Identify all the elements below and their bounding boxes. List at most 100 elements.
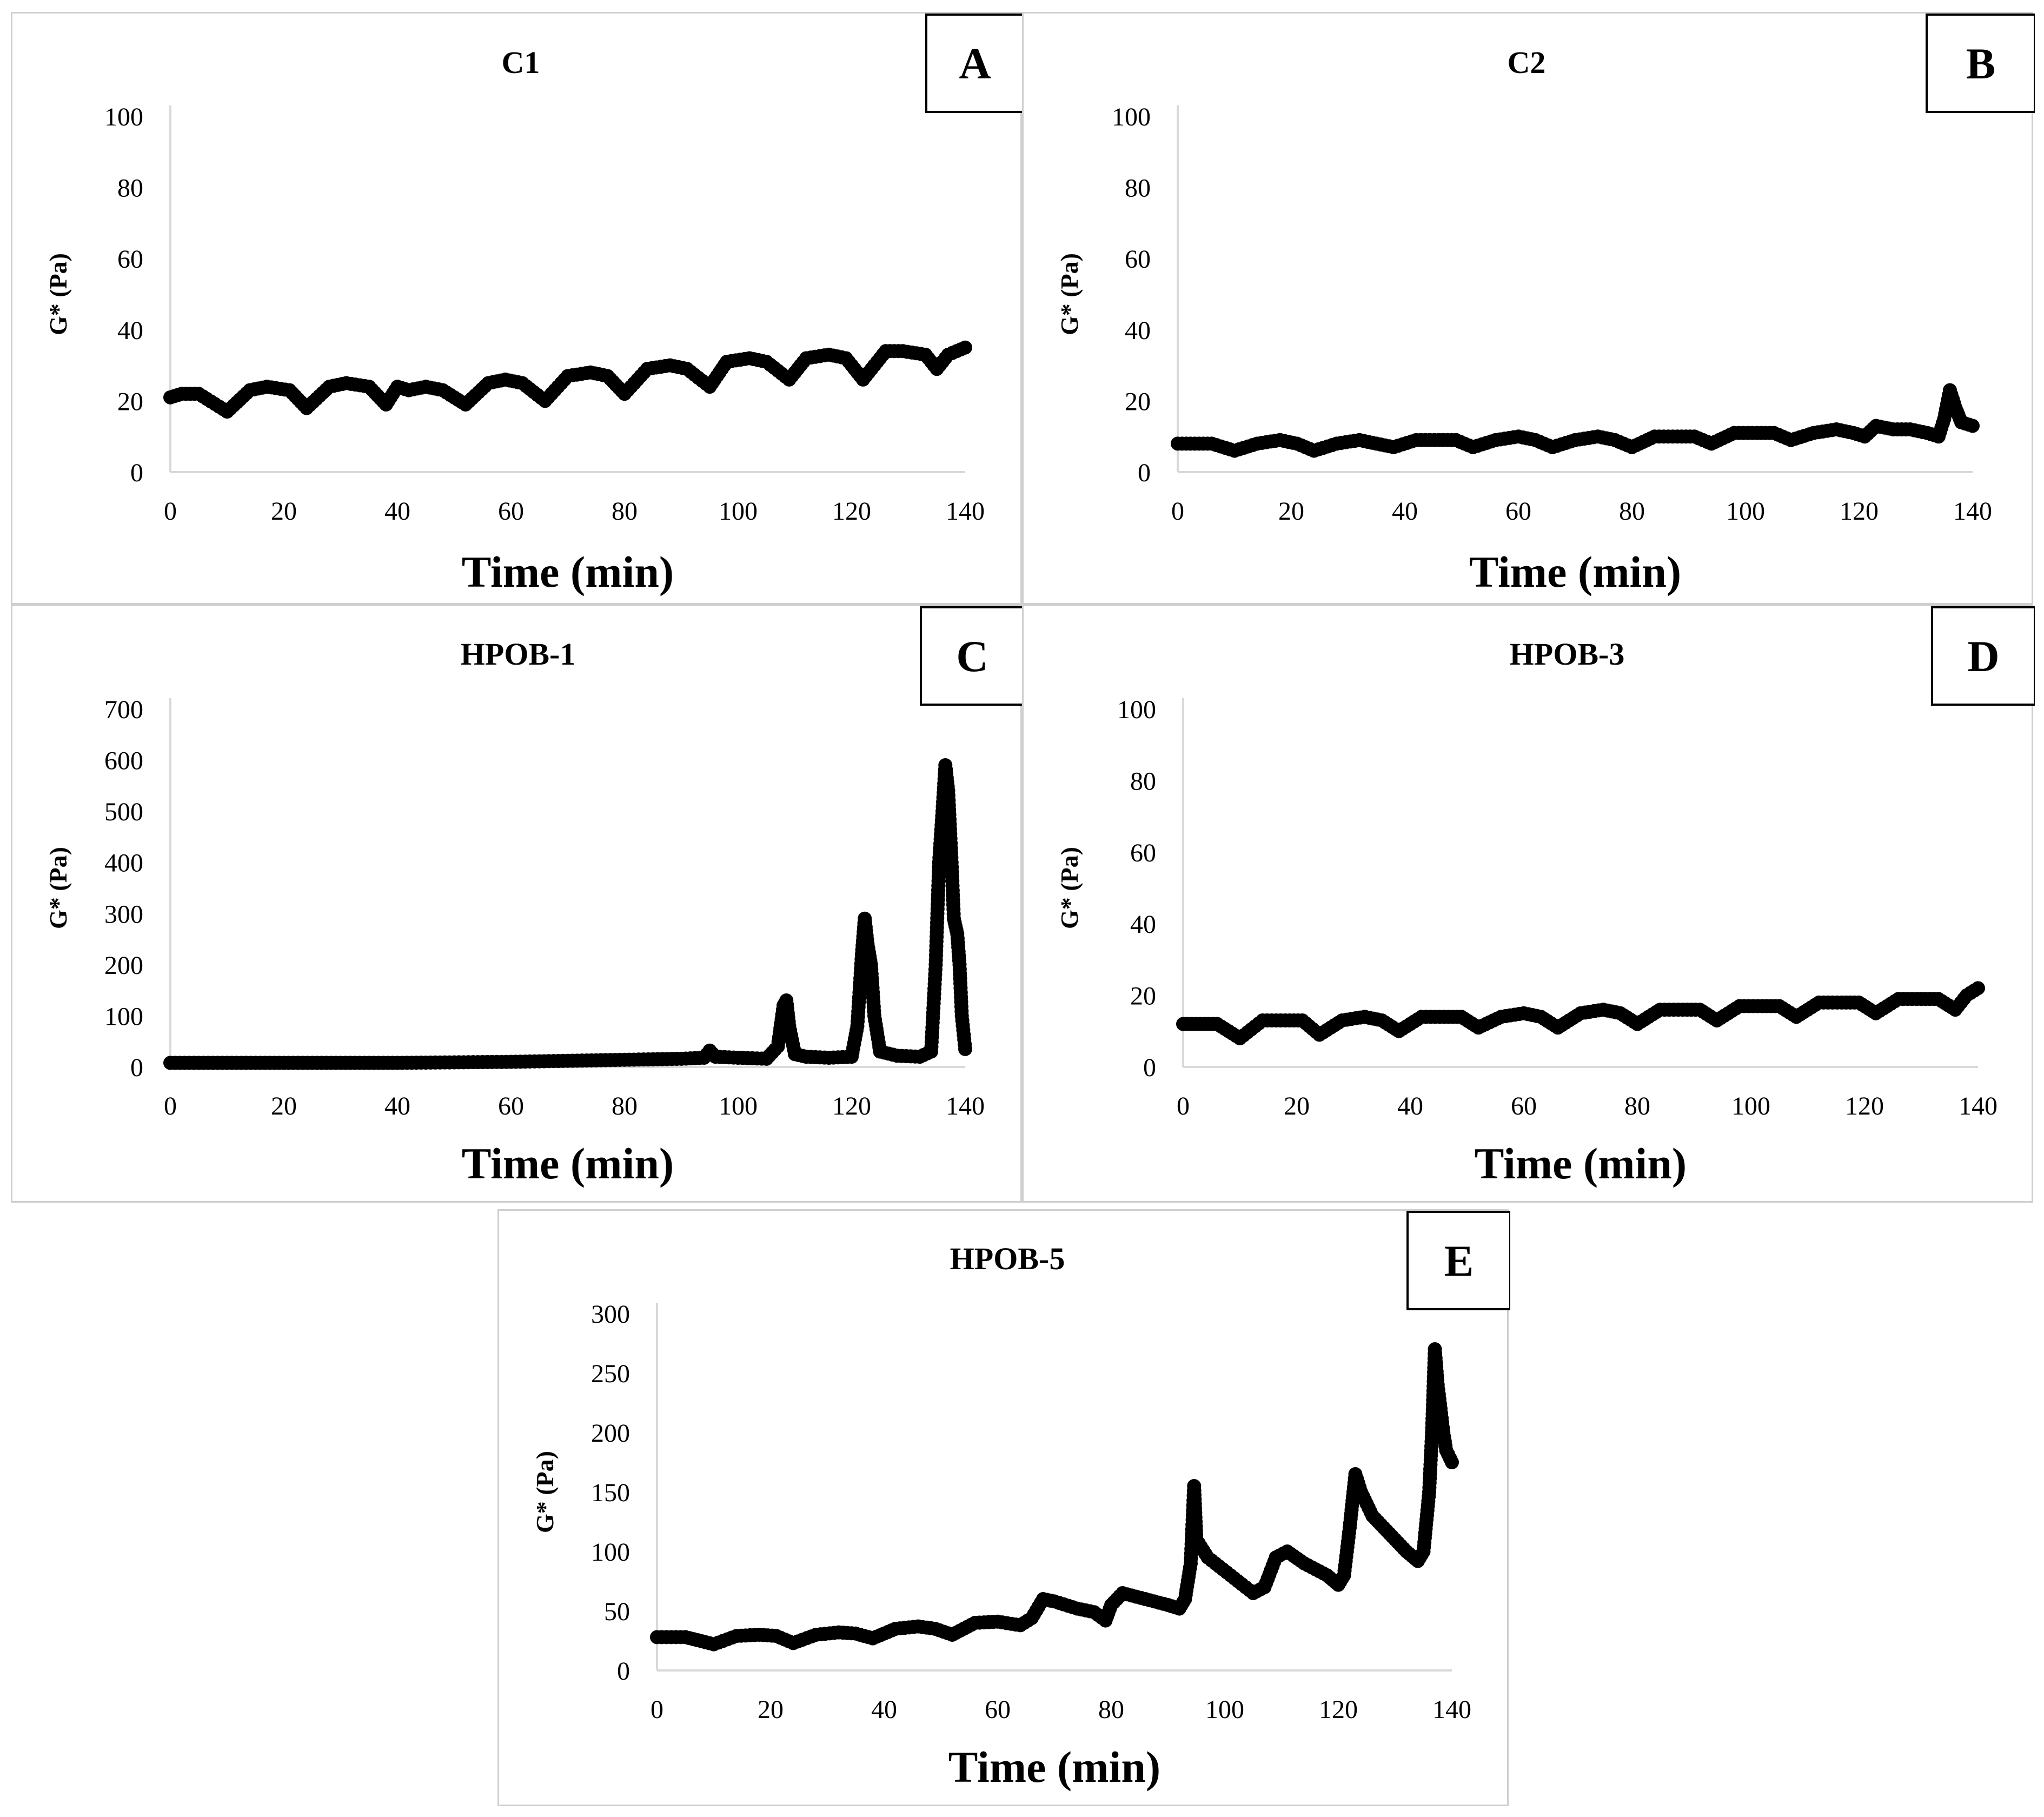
y-tick-label: 600 xyxy=(104,747,143,775)
x-axis-label-a: Time (min) xyxy=(462,547,674,596)
y-axis-label-e: G* (Pa) xyxy=(531,1451,559,1533)
x-tick-label: 60 xyxy=(1511,1092,1537,1120)
x-axis-label-e: Time (min) xyxy=(948,1742,1161,1792)
panel-letter-box-a xyxy=(925,14,1024,113)
x-tick-label: 140 xyxy=(946,1092,985,1120)
x-tick-label: 80 xyxy=(1098,1695,1124,1724)
x-tick-label: 60 xyxy=(498,1092,524,1120)
panel-letter-d: D xyxy=(1967,632,1999,681)
y-tick-label: 80 xyxy=(1130,767,1156,795)
y-axis-label-c: G* (Pa) xyxy=(44,847,72,929)
x-tick-label: 100 xyxy=(719,497,758,526)
y-tick-label: 40 xyxy=(1130,910,1156,939)
data-point xyxy=(1971,981,1985,996)
x-tick-label: 100 xyxy=(1731,1092,1770,1120)
y-tick-label: 100 xyxy=(591,1538,630,1567)
y-axis-label-a: G* (Pa) xyxy=(44,253,72,335)
y-tick-label: 100 xyxy=(1117,695,1156,724)
x-tick-label: 40 xyxy=(1392,497,1418,526)
x-tick-label: 0 xyxy=(164,1092,177,1120)
x-tick-label: 0 xyxy=(1177,1092,1190,1120)
chart-b: 0 20 40 60 80 100 120 140 0 20 40 60 80 100 C2 B Time (m… xyxy=(1056,14,2035,596)
x-tick-label: 40 xyxy=(384,1092,410,1120)
y-tick-label: 100 xyxy=(1112,103,1151,131)
x-tick-label: 60 xyxy=(985,1695,1011,1724)
y-tick-label: 200 xyxy=(104,951,143,980)
x-tick-label: 120 xyxy=(1840,497,1879,526)
x-tick-label: 20 xyxy=(1278,497,1304,526)
chart-title-b: C2 xyxy=(1508,45,1546,80)
x-tick-label: 20 xyxy=(271,1092,297,1120)
x-tick-label: 20 xyxy=(271,497,297,526)
x-tick-label: 80 xyxy=(1619,497,1645,526)
x-tick-label: 60 xyxy=(498,497,524,526)
data-point xyxy=(1966,419,1980,433)
x-tick-label: 40 xyxy=(871,1695,897,1724)
y-tick-label: 60 xyxy=(1130,839,1156,867)
x-tick-label: 120 xyxy=(1845,1092,1884,1120)
x-tick-label: 120 xyxy=(832,1092,871,1120)
x-tick-label: 80 xyxy=(612,1092,638,1120)
x-axis-label-c: Time (min) xyxy=(462,1139,674,1188)
y-axis-label-d: G* (Pa) xyxy=(1056,847,1083,929)
x-tick-label: 120 xyxy=(832,497,871,526)
y-tick-label: 60 xyxy=(1125,245,1151,274)
panel-b: 0 20 40 60 80 100 120 140 0 20 40 60 80 100 C2 B Time (m… xyxy=(1022,12,2035,605)
x-tick-label: 40 xyxy=(1397,1092,1423,1120)
x-tick-label: 140 xyxy=(1953,497,1992,526)
chart-a: 0 20 40 60 80 100 120 140 0 20 40 60 80 100 C1 A Time (m… xyxy=(44,14,1024,596)
x-tick-label: 0 xyxy=(164,497,177,526)
y-axis-label-b: G* (Pa) xyxy=(1056,253,1083,335)
chart-c: 0 20 40 60 80 100 120 140 0 100 200 300 400 500 600 700… xyxy=(44,606,1024,1188)
panel-letter-box-c xyxy=(920,606,1024,706)
y-tick-label: 500 xyxy=(104,798,143,826)
panel-a: 0 20 40 60 80 100 120 140 0 20 40 60 80 100 C1 A Time (m… xyxy=(11,12,1024,605)
x-tick-label: 100 xyxy=(1726,497,1765,526)
panel-letter-c: C xyxy=(956,632,988,681)
panel-letter-a: A xyxy=(959,39,991,88)
chart-e: 0 20 40 60 80 100 120 140 0 50 100 150 200 250 300 HPOB… xyxy=(531,1211,1510,1792)
panel-letter-box-e xyxy=(1406,1211,1510,1310)
x-tick-label: 100 xyxy=(1205,1695,1244,1724)
y-tick-label: 150 xyxy=(591,1478,630,1507)
x-tick-label: 20 xyxy=(758,1695,784,1724)
x-tick-label: 140 xyxy=(1959,1092,1997,1120)
x-tick-label: 140 xyxy=(946,497,985,526)
series-line-c xyxy=(170,765,966,1064)
x-tick-label: 0 xyxy=(1171,497,1184,526)
y-tick-label: 20 xyxy=(117,387,143,416)
panel-d: 0 20 40 60 80 100 120 140 0 20 40 60 80 100 HPOB-3 D Tim… xyxy=(1022,605,2035,1203)
x-tick-label: 80 xyxy=(612,497,638,526)
chart-title-a: C1 xyxy=(502,45,540,80)
x-tick-label: 0 xyxy=(651,1695,663,1724)
data-point xyxy=(958,340,972,355)
chart-d: 0 20 40 60 80 100 120 140 0 20 40 60 80 100 HPOB-3 D Tim… xyxy=(1056,606,2035,1188)
chart-title-e: HPOB-5 xyxy=(950,1241,1065,1276)
y-tick-label: 20 xyxy=(1125,387,1151,416)
y-tick-label: 250 xyxy=(591,1360,630,1388)
panel-letter-box-b xyxy=(1926,14,2035,113)
y-tick-label: 300 xyxy=(104,900,143,929)
panel-letter-e: E xyxy=(1444,1236,1474,1285)
x-tick-label: 80 xyxy=(1624,1092,1650,1120)
y-tick-label: 40 xyxy=(117,316,143,345)
y-tick-label: 60 xyxy=(117,245,143,274)
x-tick-label: 120 xyxy=(1319,1695,1358,1724)
chart-title-c: HPOB-1 xyxy=(461,636,576,672)
y-tick-label: 20 xyxy=(1130,982,1156,1011)
y-tick-label: 100 xyxy=(104,103,143,131)
y-tick-label: 100 xyxy=(104,1002,143,1031)
y-tick-label: 0 xyxy=(1138,459,1151,487)
data-point xyxy=(1445,1455,1459,1469)
panel-letter-b: B xyxy=(1966,39,1996,88)
y-tick-label: 300 xyxy=(591,1300,630,1329)
data-point xyxy=(958,1042,972,1056)
x-tick-label: 20 xyxy=(1284,1092,1310,1120)
panel-letter-box-d xyxy=(1931,606,2035,706)
y-tick-label: 0 xyxy=(130,459,143,487)
x-tick-label: 140 xyxy=(1432,1695,1471,1724)
x-axis-label-d: Time (min) xyxy=(1475,1139,1687,1188)
y-tick-label: 0 xyxy=(130,1053,143,1082)
y-tick-label: 200 xyxy=(591,1419,630,1448)
panel-e: 0 20 40 60 80 100 120 140 0 50 100 150 200 250 300 HPOB… xyxy=(497,1209,1510,1806)
